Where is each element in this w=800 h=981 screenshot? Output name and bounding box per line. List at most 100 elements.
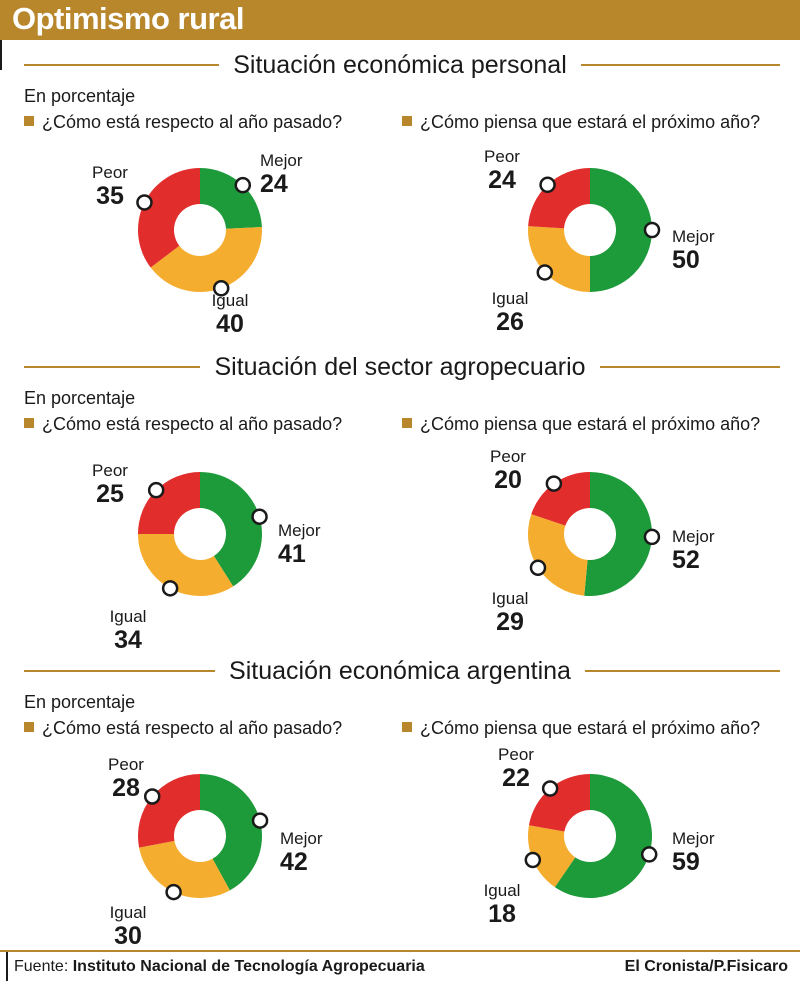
category-label-mejor: Mejor: [278, 521, 321, 540]
category-label-mejor: Mejor: [672, 227, 715, 246]
category-label-peor: Peor: [108, 755, 144, 774]
section-title: Situación económica personal: [0, 50, 800, 80]
donut-slice-igual: [138, 534, 234, 596]
donut-slice-peor: [528, 774, 590, 832]
page-title: Optimismo rural: [12, 1, 244, 36]
footer-rule: [0, 950, 800, 952]
section-rule-left: [24, 64, 224, 66]
donut-slice-mejor: [200, 774, 262, 891]
slice-marker-mejor: [643, 528, 661, 546]
slice-marker-mejor: [640, 846, 658, 863]
donut-slice-igual: [528, 226, 590, 292]
value-label-mejor: 59: [672, 848, 700, 876]
bullet-square-icon: [24, 116, 34, 127]
category-label-igual: Igual: [110, 903, 147, 922]
section-rule-right: [578, 64, 780, 66]
value-label-mejor: 52: [672, 546, 700, 574]
slice-marker-mejor: [234, 176, 252, 194]
category-label-igual: Igual: [212, 291, 249, 310]
question-left: ¿Cómo está respecto al año pasado?: [24, 414, 342, 435]
value-label-peor: 25: [96, 480, 124, 508]
question-right: ¿Cómo piensa que estará el próximo año?: [402, 414, 760, 435]
category-label-mejor: Mejor: [672, 527, 715, 546]
value-label-peor: 28: [112, 774, 140, 802]
category-label-mejor: Mejor: [260, 151, 303, 170]
slice-marker-igual: [161, 580, 179, 597]
footer-credit: El Cronista/P.Fisicaro: [624, 958, 788, 975]
value-label-igual: 34: [114, 626, 142, 650]
bullet-square-icon: [402, 722, 412, 733]
category-label-peor: Peor: [484, 147, 520, 166]
section-rule-left: [24, 670, 224, 672]
value-label-igual: 30: [114, 922, 142, 945]
donut-slice-mejor: [590, 168, 652, 292]
slice-marker-peor: [541, 780, 559, 797]
donut-slice-peor: [531, 472, 590, 526]
donut-slice-mejor: [200, 168, 262, 229]
slice-marker-igual: [524, 851, 542, 869]
value-label-peor: 22: [502, 764, 530, 792]
donut-slice-mejor: [554, 774, 652, 898]
footer-source: Fuente: Instituto Nacional de Tecnología…: [14, 958, 425, 975]
question-left: ¿Cómo está respecto al año pasado?: [24, 112, 342, 133]
units-label: En porcentaje: [24, 86, 136, 106]
category-label-mejor: Mejor: [672, 829, 715, 848]
slice-marker-mejor: [251, 812, 269, 829]
bullet-square-icon: [402, 418, 412, 429]
slice-marker-peor: [136, 194, 153, 211]
category-label-igual: Igual: [110, 607, 147, 626]
value-label-mejor: 24: [260, 170, 288, 198]
section-argentina: Situación económica argentina En porcent…: [0, 656, 800, 956]
donut-slice-igual: [528, 825, 576, 888]
value-label-igual: 40: [216, 310, 244, 338]
category-label-igual: Igual: [484, 881, 521, 900]
category-label-peor: Peor: [92, 461, 128, 480]
slice-marker-mejor: [251, 508, 268, 525]
question-right: ¿Cómo piensa que estará el próximo año?: [402, 718, 760, 739]
section-rule-right: [578, 670, 780, 672]
slice-marker-mejor: [643, 221, 661, 239]
donut-slice-mejor: [584, 472, 653, 596]
donut-slice-peor: [138, 472, 200, 534]
section-title: Situación económica argentina: [0, 656, 800, 686]
header-accent-line: [0, 40, 2, 70]
category-label-peor: Peor: [490, 447, 526, 466]
category-label-peor: Peor: [498, 745, 534, 764]
value-label-mejor: 42: [280, 848, 308, 876]
slice-marker-igual: [165, 883, 182, 901]
bullet-square-icon: [402, 116, 412, 127]
slice-marker-peor: [143, 788, 161, 805]
value-label-igual: 26: [496, 308, 524, 336]
value-label-igual: 18: [488, 900, 516, 928]
section-personal: Situación económica personal En porcenta…: [0, 50, 800, 350]
section-rule-right: [578, 366, 780, 368]
donut-slice-mejor: [200, 472, 262, 587]
slice-marker-peor: [539, 176, 556, 194]
bullet-square-icon: [24, 418, 34, 429]
donut-slice-igual: [528, 514, 588, 596]
donut-slice-peor: [528, 168, 590, 229]
value-label-peor: 20: [494, 466, 522, 494]
units-label: En porcentaje: [24, 388, 136, 408]
slice-marker-igual: [529, 559, 547, 576]
donut-slice-igual: [150, 227, 262, 292]
donut-slice-peor: [138, 168, 200, 268]
question-left: ¿Cómo está respecto al año pasado?: [24, 718, 342, 739]
donut-slice-peor: [138, 774, 200, 848]
slice-marker-peor: [545, 475, 563, 492]
footer-accent-line: [6, 952, 8, 981]
category-label-mejor: Mejor: [280, 829, 323, 848]
header-banner: Optimismo rural: [0, 0, 800, 40]
section-rule-left: [24, 366, 224, 368]
value-label-mejor: 50: [672, 246, 700, 274]
category-label-igual: Igual: [492, 589, 529, 608]
question-right: ¿Cómo piensa que estará el próximo año?: [402, 112, 760, 133]
category-label-peor: Peor: [92, 163, 128, 182]
section-agro: Situación del sector agropecuario En por…: [0, 352, 800, 652]
